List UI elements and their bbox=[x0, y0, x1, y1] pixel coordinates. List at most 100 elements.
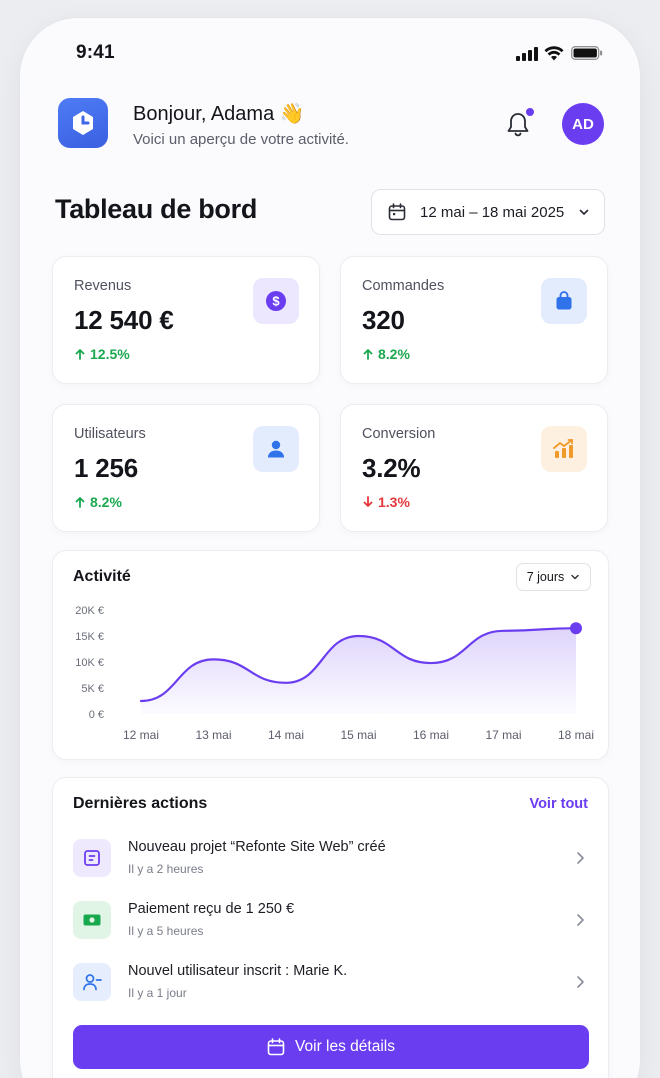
view-details-label: Voir les détails bbox=[295, 1038, 395, 1055]
action-icon-badge bbox=[73, 839, 111, 877]
stat-delta-value: 1.3% bbox=[378, 494, 410, 510]
activity-point[interactable] bbox=[501, 628, 507, 634]
stat-delta: 1.3% bbox=[362, 494, 410, 510]
view-details-button[interactable]: Voir les détails bbox=[73, 1025, 589, 1069]
arrow-up-icon bbox=[363, 349, 373, 360]
action-time: Il y a 2 heures bbox=[128, 862, 204, 876]
project-icon bbox=[84, 850, 100, 866]
y-tick-label: 5K € bbox=[81, 683, 104, 695]
stat-icon-badge: $ bbox=[253, 278, 299, 324]
stat-label: Utilisateurs bbox=[74, 426, 146, 442]
arrow-down-icon bbox=[363, 496, 373, 507]
svg-text:$: $ bbox=[272, 294, 280, 309]
activity-point[interactable] bbox=[138, 698, 144, 704]
activity-point[interactable] bbox=[283, 680, 289, 686]
action-title: Paiement reçu de 1 250 € bbox=[128, 901, 295, 917]
greeting-subtitle: Voici un aperçu de votre activité. bbox=[133, 131, 349, 148]
range-select-label: 7 jours bbox=[526, 570, 565, 584]
calendar-icon bbox=[388, 203, 406, 221]
activity-point[interactable] bbox=[428, 660, 434, 666]
date-range-picker[interactable]: 12 mai – 18 mai 2025 bbox=[371, 189, 605, 235]
shopping-bag-icon bbox=[556, 291, 572, 310]
action-time: Il y a 5 heures bbox=[128, 924, 204, 938]
action-title: Nouveau projet “Refonte Site Web” créé bbox=[128, 839, 386, 855]
app-logo[interactable] bbox=[58, 98, 108, 148]
x-tick-label: 12 mai bbox=[123, 728, 159, 742]
logo-icon bbox=[73, 111, 93, 135]
recent-actions-title: Dernières actions bbox=[73, 795, 208, 812]
y-tick-label: 15K € bbox=[75, 631, 104, 643]
stat-delta-value: 12.5% bbox=[90, 346, 130, 362]
x-tick-label: 16 mai bbox=[413, 728, 449, 742]
activity-point-highlight[interactable] bbox=[570, 622, 582, 635]
arrow-up-icon bbox=[75, 349, 85, 360]
x-tick-label: 13 mai bbox=[195, 728, 231, 742]
bell-icon[interactable] bbox=[505, 110, 531, 138]
stat-icon-badge bbox=[541, 278, 587, 324]
chevron-down-icon bbox=[571, 574, 579, 580]
stat-icon-badge bbox=[253, 426, 299, 472]
chevron-right-icon bbox=[577, 852, 584, 864]
activity-chart[interactable]: 0 € 5K € 10K € 15K € 20K € 12 mai 13 mai 14 mai… bbox=[53, 551, 610, 761]
stat-delta: 8.2% bbox=[74, 494, 122, 510]
avatar[interactable]: AD bbox=[562, 103, 604, 145]
activity-card: Activité 7 jours 0 € 5K € 10K € 15K € 20K € 1… bbox=[52, 550, 609, 760]
activity-line bbox=[139, 627, 578, 703]
range-select[interactable]: 7 jours bbox=[516, 563, 591, 591]
stat-value: 1 256 bbox=[74, 453, 139, 483]
status-time: 9:41 bbox=[76, 42, 115, 63]
x-tick-label: 18 mai bbox=[558, 728, 594, 742]
stat-value: 12 540 € bbox=[74, 305, 174, 335]
user-plus-icon bbox=[83, 974, 102, 991]
activity-title: Activité bbox=[73, 568, 131, 585]
date-range-label: 12 mai – 18 mai 2025 bbox=[420, 203, 565, 221]
activity-point[interactable] bbox=[356, 633, 362, 639]
arrow-up-icon bbox=[75, 497, 85, 508]
chart-icon bbox=[553, 439, 573, 458]
page-title: Tableau de bord bbox=[55, 194, 258, 224]
status-bar: 9:41 bbox=[20, 18, 640, 88]
chevron-right-icon bbox=[577, 976, 584, 988]
stat-card-orders[interactable]: Commandes 320 8.2% bbox=[340, 256, 608, 384]
stat-label: Revenus bbox=[74, 278, 132, 294]
user-icon bbox=[268, 440, 284, 458]
x-tick-label: 17 mai bbox=[485, 728, 521, 742]
x-tick-label: 15 mai bbox=[340, 728, 376, 742]
action-time: Il y a 1 jour bbox=[128, 986, 187, 1000]
stat-card-users[interactable]: Utilisateurs 1 256 8.2% bbox=[52, 404, 320, 532]
payment-icon bbox=[83, 914, 101, 926]
stat-delta: 12.5% bbox=[74, 346, 130, 362]
wifi-icon bbox=[544, 46, 564, 61]
phone-frame: 9:41 Bonjour, Adama 👋 Voici un aperçu de… bbox=[20, 18, 640, 1078]
chevron-right-icon bbox=[577, 914, 584, 926]
greeting: Bonjour, Adama 👋 bbox=[133, 103, 305, 125]
stat-label: Commandes bbox=[362, 278, 445, 294]
activity-point[interactable] bbox=[211, 656, 217, 662]
action-item[interactable]: Nouveau projet “Refonte Site Web” créé I… bbox=[73, 839, 590, 883]
calendar-icon bbox=[267, 1038, 285, 1056]
stat-card-conversion[interactable]: Conversion 3.2% 1.3% bbox=[340, 404, 608, 532]
stat-delta: 8.2% bbox=[362, 346, 410, 362]
stat-label: Conversion bbox=[362, 426, 436, 442]
recent-actions-card: Dernières actions Voir tout Nouveau proj… bbox=[52, 777, 609, 1078]
dollar-icon: $ bbox=[266, 291, 286, 311]
stat-card-revenue[interactable]: Revenus 12 540 € 12.5% $ bbox=[52, 256, 320, 384]
stat-delta-value: 8.2% bbox=[378, 346, 410, 362]
chevron-down-icon bbox=[579, 209, 589, 215]
see-all-link[interactable]: Voir tout bbox=[529, 796, 588, 812]
action-item[interactable]: Nouvel utilisateur inscrit : Marie K. Il… bbox=[73, 963, 590, 1007]
stat-delta-value: 8.2% bbox=[90, 494, 122, 510]
action-icon-badge bbox=[73, 963, 111, 1001]
signal-icon bbox=[516, 47, 538, 61]
stat-value: 320 bbox=[362, 305, 405, 335]
y-tick-label: 0 € bbox=[89, 709, 104, 721]
activity-area bbox=[141, 628, 576, 714]
y-tick-label: 10K € bbox=[75, 657, 104, 669]
notification-dot bbox=[525, 107, 535, 117]
y-tick-label: 20K € bbox=[75, 605, 104, 617]
battery-icon bbox=[571, 46, 603, 60]
x-tick-label: 14 mai bbox=[268, 728, 304, 742]
stat-icon-badge bbox=[541, 426, 587, 472]
action-icon-badge bbox=[73, 901, 111, 939]
action-item[interactable]: Paiement reçu de 1 250 € Il y a 5 heures bbox=[73, 901, 590, 945]
